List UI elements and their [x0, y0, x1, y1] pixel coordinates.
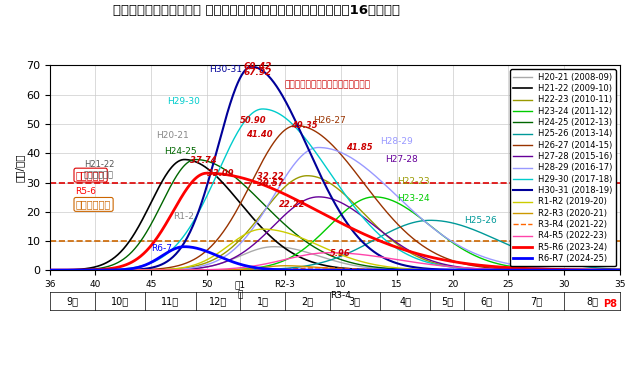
- Text: 5.96: 5.96: [329, 249, 351, 258]
- Text: 33.09: 33.09: [206, 169, 233, 178]
- Text: H20-21: H20-21: [156, 131, 189, 140]
- Text: H26-27: H26-27: [313, 116, 345, 126]
- Text: H29-30: H29-30: [167, 97, 201, 107]
- Text: 8月: 8月: [587, 296, 598, 306]
- Text: 30.57: 30.57: [257, 179, 283, 188]
- Text: H23-24: H23-24: [397, 194, 429, 203]
- Text: H30-31: H30-31: [209, 65, 242, 74]
- Text: 69.42: 69.42: [244, 62, 272, 71]
- Text: 12月: 12月: [209, 296, 227, 306]
- Text: 41.40: 41.40: [246, 130, 272, 139]
- Text: 9月: 9月: [67, 296, 79, 306]
- Text: 32.22: 32.22: [257, 172, 283, 181]
- Text: H21-22
新型インフル: H21-22 新型インフル: [84, 160, 114, 179]
- Text: 3月: 3月: [349, 296, 361, 306]
- Legend: H20-21 (2008-09), H21-22 (2009-10), H22-23 (2010-11), H23-24 (2011-12), H24-25 (: H20-21 (2008-09), H21-22 (2009-10), H22-…: [510, 70, 616, 266]
- Text: 赤斜体字は、そのシーズンの最高値: 赤斜体字は、そのシーズンの最高値: [285, 80, 371, 89]
- Text: 11月: 11月: [162, 296, 179, 306]
- Text: 67.92: 67.92: [244, 68, 272, 77]
- Text: R5-6: R5-6: [75, 187, 96, 196]
- Text: R4-5: R4-5: [514, 249, 535, 257]
- Text: R6-7: R6-7: [151, 244, 172, 253]
- Text: 49.35: 49.35: [290, 121, 317, 130]
- Text: 50.90: 50.90: [240, 116, 267, 126]
- Text: R1-2: R1-2: [173, 212, 194, 221]
- Text: 6月: 6月: [480, 296, 492, 306]
- Text: 5月: 5月: [441, 296, 453, 306]
- Text: 注意報レベル: 注意報レベル: [76, 199, 111, 209]
- Text: 37.74: 37.74: [190, 156, 217, 165]
- Text: 7月: 7月: [530, 296, 542, 306]
- Text: 1月: 1月: [256, 296, 269, 306]
- Text: 警報レベル: 警報レベル: [76, 170, 105, 180]
- Text: 22.22: 22.22: [279, 200, 306, 209]
- Text: 2月: 2月: [301, 296, 313, 306]
- Text: H22-23: H22-23: [397, 176, 429, 186]
- Text: H28-29: H28-29: [380, 137, 413, 146]
- Y-axis label: （人/週）: （人/週）: [15, 154, 25, 182]
- Text: H24-25: H24-25: [164, 147, 197, 156]
- Text: 静岡県　インフルエンザ 定点医療機関からの報告数　今季と過去16季の比較: 静岡県 インフルエンザ 定点医療機関からの報告数 今季と過去16季の比較: [113, 4, 400, 17]
- Text: H27-28: H27-28: [385, 154, 419, 164]
- Text: 41.85: 41.85: [346, 143, 373, 152]
- Text: P8: P8: [603, 299, 617, 309]
- Text: 4月: 4月: [399, 296, 411, 306]
- Text: H25-26: H25-26: [464, 216, 497, 225]
- Text: 10月: 10月: [111, 296, 129, 306]
